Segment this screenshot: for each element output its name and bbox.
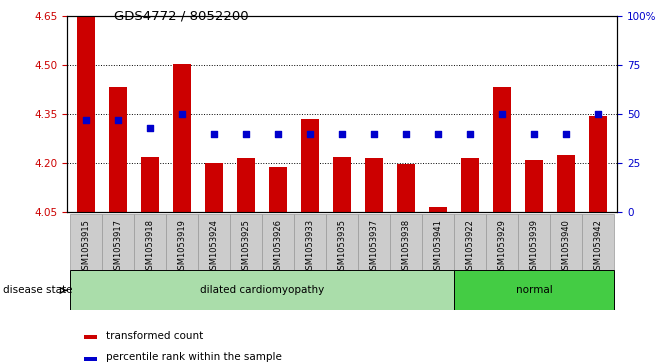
Text: GDS4772 / 8052200: GDS4772 / 8052200: [114, 9, 249, 22]
Bar: [70, 270, 454, 310]
Bar: [301, 119, 319, 212]
Text: GSM1053915: GSM1053915: [82, 219, 91, 274]
Bar: [358, 214, 391, 270]
Text: GSM1053926: GSM1053926: [274, 219, 282, 275]
Text: GSM1053922: GSM1053922: [466, 219, 474, 274]
Bar: [454, 214, 486, 270]
Point: [305, 131, 315, 137]
Point: [465, 131, 476, 137]
Point: [337, 131, 348, 137]
Text: GSM1053938: GSM1053938: [402, 219, 411, 275]
Bar: [270, 167, 287, 212]
Bar: [109, 87, 127, 212]
Text: GSM1053940: GSM1053940: [562, 219, 570, 274]
Text: GSM1053937: GSM1053937: [370, 219, 378, 275]
Bar: [166, 214, 198, 270]
Point: [369, 131, 380, 137]
Point: [209, 131, 219, 137]
Point: [561, 131, 572, 137]
Bar: [558, 155, 575, 212]
Text: dilated cardiomyopathy: dilated cardiomyopathy: [200, 285, 324, 295]
Bar: [84, 357, 97, 361]
Bar: [391, 214, 422, 270]
Bar: [493, 87, 511, 212]
Point: [81, 117, 92, 123]
Bar: [198, 214, 230, 270]
Point: [145, 125, 156, 131]
Bar: [454, 270, 614, 310]
Bar: [582, 214, 614, 270]
Bar: [550, 214, 582, 270]
Text: GSM1053924: GSM1053924: [210, 219, 219, 274]
Bar: [230, 214, 262, 270]
Point: [401, 131, 411, 137]
Text: GSM1053917: GSM1053917: [114, 219, 123, 275]
Text: GSM1053942: GSM1053942: [594, 219, 603, 274]
Text: transformed count: transformed count: [105, 331, 203, 340]
Point: [529, 131, 539, 137]
Bar: [84, 335, 97, 339]
Bar: [333, 157, 351, 212]
Text: GSM1053925: GSM1053925: [242, 219, 251, 274]
Bar: [462, 159, 479, 212]
Point: [273, 131, 284, 137]
Bar: [205, 163, 223, 212]
Point: [592, 111, 603, 117]
Point: [177, 111, 188, 117]
Text: GSM1053939: GSM1053939: [529, 219, 539, 275]
Point: [113, 117, 123, 123]
Text: GSM1053919: GSM1053919: [178, 219, 187, 274]
Bar: [70, 214, 102, 270]
Point: [433, 131, 444, 137]
Point: [241, 131, 252, 137]
Text: normal: normal: [516, 285, 552, 295]
Bar: [397, 164, 415, 212]
Bar: [429, 207, 447, 212]
Text: percentile rank within the sample: percentile rank within the sample: [105, 352, 282, 362]
Bar: [422, 214, 454, 270]
Bar: [294, 214, 326, 270]
Bar: [142, 157, 159, 212]
Text: GSM1053933: GSM1053933: [306, 219, 315, 275]
Bar: [589, 116, 607, 212]
Text: disease state: disease state: [3, 285, 73, 295]
Text: GSM1053929: GSM1053929: [498, 219, 507, 274]
Text: GSM1053941: GSM1053941: [433, 219, 443, 274]
Bar: [326, 214, 358, 270]
Bar: [262, 214, 294, 270]
Bar: [238, 159, 255, 212]
Point: [497, 111, 507, 117]
Bar: [134, 214, 166, 270]
Bar: [366, 159, 383, 212]
Bar: [77, 16, 95, 212]
Text: GSM1053935: GSM1053935: [338, 219, 347, 275]
Bar: [525, 160, 543, 212]
Bar: [518, 214, 550, 270]
Bar: [102, 214, 134, 270]
Bar: [174, 64, 191, 212]
Bar: [486, 214, 518, 270]
Text: GSM1053918: GSM1053918: [146, 219, 155, 275]
